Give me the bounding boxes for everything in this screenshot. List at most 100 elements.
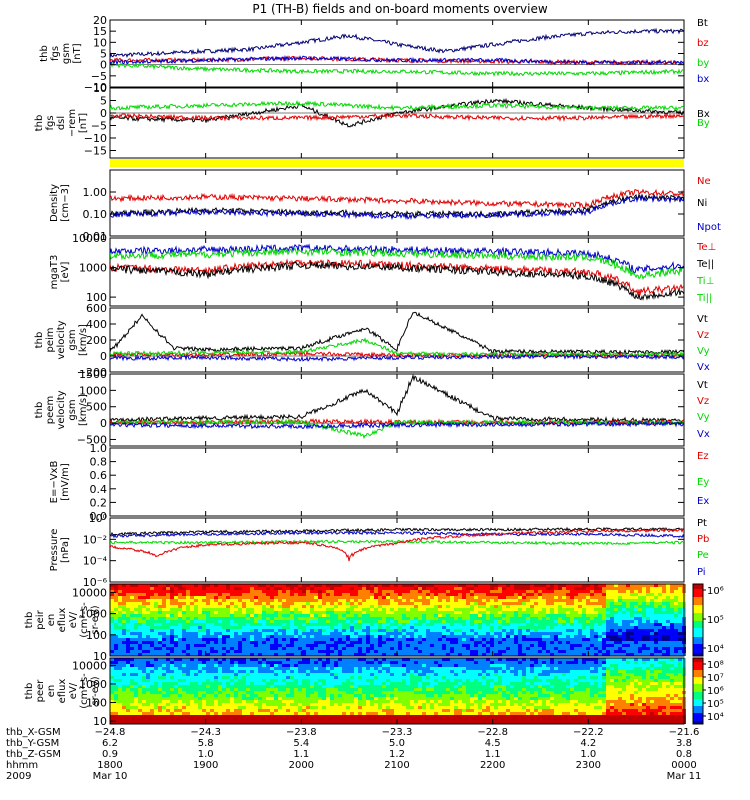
- spectrogram-cell: [394, 596, 398, 599]
- spectrogram-cell: [534, 608, 538, 611]
- spectrogram-cell: [474, 650, 478, 653]
- colorbar-band: [693, 642, 703, 644]
- spectrogram-cell: [158, 694, 162, 697]
- spectrogram-cell: [622, 647, 626, 650]
- spectrogram-cell: [242, 620, 246, 623]
- spectrogram-cell: [258, 596, 262, 599]
- spectrogram-cell: [534, 614, 538, 617]
- colorbar-band: [693, 624, 703, 626]
- legend-entry: Vt: [697, 314, 708, 325]
- spectrogram-cell: [122, 590, 126, 593]
- spectrogram-cell: [150, 688, 154, 691]
- spectrogram-cell: [122, 673, 126, 676]
- spectrogram-cell: [182, 593, 186, 596]
- spectrogram-cell: [150, 632, 154, 635]
- spectrogram-cell: [514, 641, 518, 644]
- spectrogram-cell: [290, 584, 294, 587]
- spectrogram-cell: [454, 611, 458, 614]
- spectrogram-cell: [482, 632, 486, 635]
- spectrogram-cell: [470, 602, 474, 605]
- spectrogram-cell: [118, 661, 122, 664]
- spectrogram-cell: [206, 661, 210, 664]
- spectrogram-cell: [186, 700, 190, 703]
- spectrogram-cell: [266, 706, 270, 709]
- spectrogram-cell: [602, 647, 606, 650]
- spectrogram-cell: [182, 605, 186, 608]
- spectrogram-cell: [562, 629, 566, 632]
- spectrogram-cell: [274, 602, 278, 605]
- spectrogram-cell: [214, 635, 218, 638]
- spectrogram-cell: [474, 593, 478, 596]
- spectrogram-cell: [146, 667, 150, 670]
- spectrogram-cell: [182, 641, 186, 644]
- spectrogram-cell: [218, 641, 222, 644]
- spectrogram-cell: [286, 706, 290, 709]
- spectrogram-cell: [314, 626, 318, 629]
- spectrogram-cell: [562, 653, 566, 656]
- spectrogram-cell: [474, 617, 478, 620]
- spectrogram-cell: [638, 647, 642, 650]
- spectrogram-cell: [250, 697, 254, 700]
- y-tick-label: 500: [86, 401, 107, 414]
- spectrogram-cell: [358, 611, 362, 614]
- spectrogram-cell: [174, 664, 178, 667]
- spectrogram-cell: [590, 605, 594, 608]
- colorbar-band: [693, 617, 703, 619]
- spectrogram-cell: [214, 638, 218, 641]
- spectrogram-cell: [386, 629, 390, 632]
- spectrogram-cell: [446, 644, 450, 647]
- spectrogram-cell: [638, 650, 642, 653]
- spectrogram-cell: [586, 599, 590, 602]
- spectrogram-cell: [666, 602, 670, 605]
- spectrogram-cell: [522, 584, 526, 587]
- spectrogram-cell: [502, 620, 506, 623]
- spectrogram-cell: [110, 605, 114, 608]
- spectrogram-cell: [170, 620, 174, 623]
- spectrogram-cell: [122, 661, 126, 664]
- spectrogram-cell: [546, 593, 550, 596]
- spectrogram-cell: [174, 626, 178, 629]
- spectrogram-cell: [242, 623, 246, 626]
- spectrogram-cell: [166, 602, 170, 605]
- spectrogram-cell: [550, 611, 554, 614]
- spectrogram-cell: [406, 650, 410, 653]
- spectrogram-cell: [494, 629, 498, 632]
- spectrogram-cell: [266, 703, 270, 706]
- spectrogram-cell: [482, 611, 486, 614]
- y-tick-label: 10⁰: [89, 512, 108, 525]
- spectrogram-cell: [242, 700, 246, 703]
- spectrogram-cell: [266, 700, 270, 703]
- spectrogram-cell: [186, 623, 190, 626]
- spectrogram-cell: [286, 688, 290, 691]
- spectrogram-cell: [262, 599, 266, 602]
- spectrogram-cell: [394, 587, 398, 590]
- spectrogram-cell: [186, 635, 190, 638]
- spectrogram-cell: [214, 647, 218, 650]
- spectrogram-cell: [490, 647, 494, 650]
- spectrogram-cell: [282, 620, 286, 623]
- spectrogram-cell: [270, 638, 274, 641]
- spectrogram-cell: [290, 653, 294, 656]
- spectrogram-cell: [250, 700, 254, 703]
- spectrogram-cell: [626, 626, 630, 629]
- spectrogram-cell: [414, 584, 418, 587]
- spectrogram-cell: [418, 599, 422, 602]
- spectrogram-cell: [450, 632, 454, 635]
- spectrogram-cell: [190, 614, 194, 617]
- spectrogram-cell: [158, 626, 162, 629]
- spectrogram-cell: [238, 653, 242, 656]
- spectrogram-cell: [110, 626, 114, 629]
- spectrogram-cell: [234, 718, 238, 721]
- spectrogram-cell: [450, 641, 454, 644]
- spectrogram-cell: [286, 715, 290, 718]
- spectrogram-cell: [286, 718, 290, 721]
- spectrogram-cell: [298, 685, 302, 688]
- spectrogram-cell: [278, 682, 282, 685]
- spectrogram-cell: [582, 620, 586, 623]
- spectrogram-cell: [390, 614, 394, 617]
- spectrogram-cell: [182, 608, 186, 611]
- spectrogram-cell: [426, 644, 430, 647]
- spectrogram-cell: [562, 593, 566, 596]
- spectrogram-cell: [202, 602, 206, 605]
- spectrogram-cell: [434, 596, 438, 599]
